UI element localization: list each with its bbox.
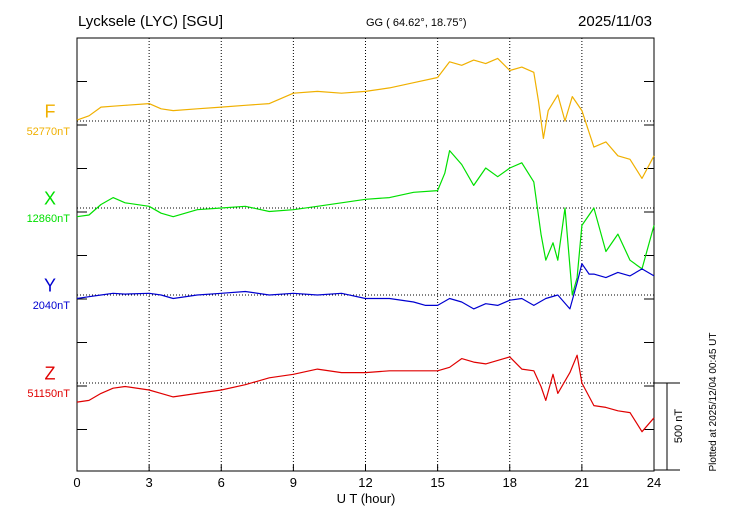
series-name-z: Z <box>45 363 56 383</box>
y-ticks <box>77 81 654 430</box>
x-tick-label: 6 <box>218 475 225 490</box>
x-tick-label: 0 <box>73 475 80 490</box>
series-line-y <box>76 263 655 310</box>
series-labels: F 52770nT X 12860nT Y 2040nT Z 51150nT <box>27 101 71 400</box>
scale-bar: 500 nT <box>654 382 685 471</box>
series-baseline-x: 12860nT <box>27 213 71 225</box>
series-name-x: X <box>44 188 56 208</box>
x-tick-label: 18 <box>503 475 517 490</box>
series-name-f: F <box>45 101 56 121</box>
x-tick-label: 15 <box>430 475 444 490</box>
station-coordinates: GG ( 64.62°, 18.75°) <box>366 17 467 29</box>
series-name-y: Y <box>44 275 56 295</box>
x-axis-label: U T (hour) <box>337 491 396 506</box>
x-tick-label: 3 <box>146 475 153 490</box>
x-tick-label: 24 <box>647 475 661 490</box>
series-lines <box>76 57 655 433</box>
plotted-timestamp: Plotted at 2025/12/04 00:45 UT <box>708 333 719 472</box>
series-line-z <box>76 354 655 433</box>
x-tick-label: 9 <box>290 475 297 490</box>
scale-bar-label: 500 nT <box>673 409 685 444</box>
x-axis-tick-labels: 0 3 6 9 12 15 18 21 24 <box>73 465 661 490</box>
series-baseline-z: 51150nT <box>27 388 70 400</box>
series-baseline-y: 2040nT <box>33 300 71 312</box>
series-line-f <box>76 57 655 179</box>
chart-title: Lycksele (LYC) [SGU] <box>78 13 223 30</box>
grid-lines <box>77 38 654 471</box>
x-tick-label: 12 <box>358 475 372 490</box>
series-baseline-f: 52770nT <box>27 126 71 138</box>
x-tick-label: 21 <box>575 475 589 490</box>
series-line-x <box>76 150 655 296</box>
chart-date: 2025/11/03 <box>578 13 652 30</box>
